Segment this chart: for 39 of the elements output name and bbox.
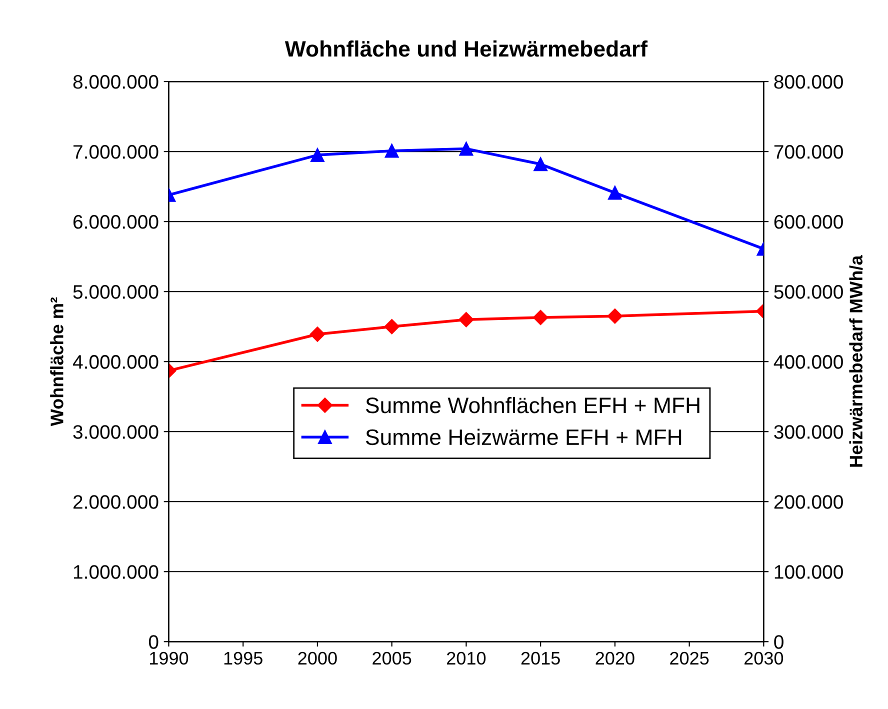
y-tick-label: 5.000.000 <box>73 285 158 299</box>
y2-tick-label: 700.000 <box>774 145 843 159</box>
legend-label: Summe Heizwärme EFH + MFH <box>366 428 682 446</box>
point <box>459 142 474 156</box>
y-tick-label: 1.000.000 <box>74 565 158 579</box>
point <box>384 319 400 334</box>
y-tick-label: 6.000.000 <box>73 215 158 229</box>
y2-tick-label: 400.000 <box>774 355 843 369</box>
x-tick-label: 2020 <box>596 652 634 665</box>
point <box>458 312 474 328</box>
x-tick-label: 1995 <box>224 652 262 665</box>
x-tick-label: 1990 <box>150 652 188 665</box>
y2-axis-title: Heizwärmebedarf MWh/a <box>849 255 863 467</box>
x-tick-label: 2015 <box>521 652 560 665</box>
y-tick-label: 7.000.000 <box>74 145 158 159</box>
y-tick-label: 8.000.000 <box>73 75 158 89</box>
y-tick-label: 3.000.000 <box>73 425 158 439</box>
x-tick-label: 2010 <box>447 652 486 665</box>
y2-tick-label: 200.000 <box>774 495 843 509</box>
y2-tick-label: 800.000 <box>774 75 843 89</box>
y2-tick-label: 100.000 <box>774 565 843 579</box>
y2-tick-label: 0 <box>774 635 784 649</box>
y-tick-label: 2.000.000 <box>73 495 158 509</box>
point <box>384 144 399 158</box>
y2-tick-label: 300.000 <box>774 425 843 439</box>
x-tick-label: 2005 <box>372 652 412 665</box>
chart-title: Wohnfläche und Heizwärmebedarf <box>284 40 648 57</box>
y-tick-label: 4.000.000 <box>72 355 158 369</box>
x-tick-label: 2000 <box>298 652 337 665</box>
point <box>608 186 622 200</box>
point <box>534 157 548 172</box>
y2-tick-label: 500.000 <box>774 285 843 299</box>
x-tick-label: 2030 <box>744 652 784 665</box>
point <box>533 310 548 326</box>
y-tick-label: 0 <box>148 635 158 649</box>
legend-label: Summe Wohnflächen EFH + MFH <box>366 396 700 414</box>
x-tick-label: 2025 <box>670 652 709 665</box>
y-axis-title: Wohnfläche m² <box>50 297 64 426</box>
y2-tick-label: 600.000 <box>774 215 843 229</box>
